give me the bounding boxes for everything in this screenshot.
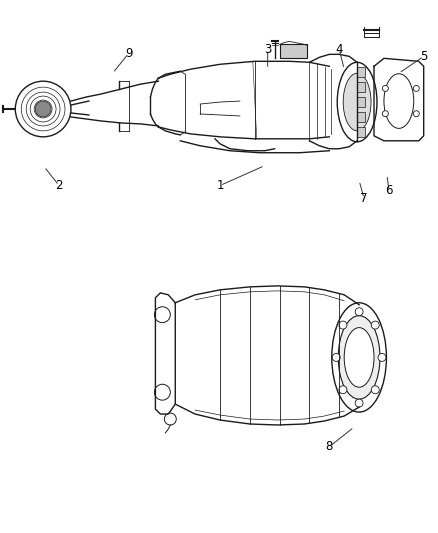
Ellipse shape [332,303,386,412]
FancyBboxPatch shape [357,82,365,92]
Text: 1: 1 [216,179,224,192]
Circle shape [332,353,340,361]
FancyBboxPatch shape [357,97,365,107]
FancyBboxPatch shape [279,44,307,58]
FancyBboxPatch shape [357,67,365,77]
Text: 8: 8 [325,440,333,454]
Text: 6: 6 [385,184,392,197]
Ellipse shape [384,74,414,128]
Circle shape [15,81,71,137]
FancyBboxPatch shape [357,112,365,122]
Circle shape [378,353,386,361]
Circle shape [371,321,379,329]
Text: 7: 7 [360,192,368,205]
Ellipse shape [344,328,374,387]
Text: 4: 4 [336,43,343,56]
Circle shape [382,111,389,117]
Text: 3: 3 [264,43,272,56]
FancyBboxPatch shape [357,127,365,137]
Ellipse shape [338,316,380,399]
Text: 9: 9 [125,47,132,60]
Circle shape [155,307,170,322]
Circle shape [371,386,379,394]
Circle shape [339,321,347,329]
Circle shape [164,413,176,425]
Circle shape [355,399,363,407]
Circle shape [413,111,419,117]
Circle shape [339,386,347,394]
Circle shape [35,101,51,117]
Circle shape [355,308,363,316]
Ellipse shape [337,62,377,142]
Circle shape [413,85,419,91]
Circle shape [155,384,170,400]
Ellipse shape [343,73,371,131]
Circle shape [382,85,389,91]
Text: 2: 2 [55,179,63,192]
Text: 5: 5 [420,50,427,63]
